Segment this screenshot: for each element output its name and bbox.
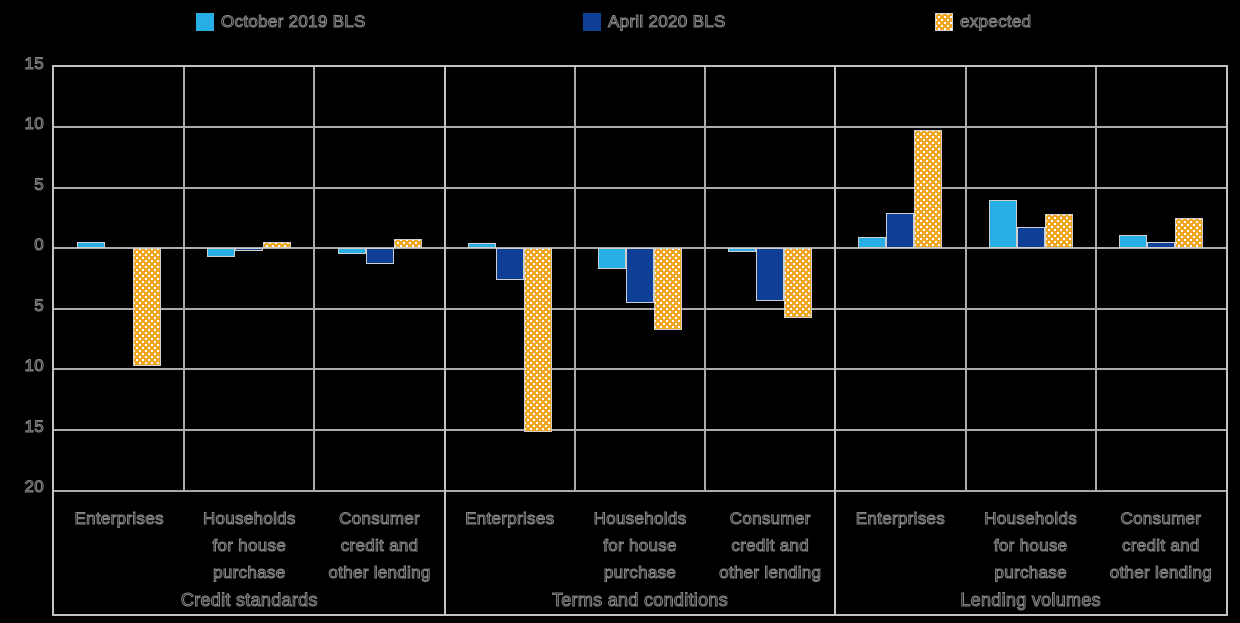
y-axis-tick: 15 <box>24 54 44 74</box>
x-axis-panel: Enterprises Households for house purchase Co… <box>835 492 1226 614</box>
bar-credit-standards-households-house-purchase-expected <box>263 242 292 249</box>
bar-chart: Enterprises Households for house purchase Co… <box>52 65 1228 616</box>
gridline <box>54 428 1226 431</box>
category-separator <box>573 67 576 490</box>
bar-terms-and-conditions-consumer-credit-apr-2020-bls <box>756 248 785 302</box>
y-axis-tick: 5 <box>34 174 44 194</box>
x-axis-category-label: Enterprises <box>54 505 184 532</box>
bar-lending-volumes-consumer-credit-oct-2019-bls <box>1118 234 1147 249</box>
x-axis-category-label: Consumer credit and other lending <box>314 505 444 586</box>
legend-label-apr-2020-bls: April 2020 BLS <box>608 12 726 31</box>
x-axis-category-label-line: for house <box>993 536 1068 556</box>
x-axis-category-label-line: other lending <box>328 563 431 583</box>
x-axis-labels: Enterprises Households for house purchase Co… <box>54 492 1226 614</box>
x-axis-category-label: Enterprises <box>445 505 575 532</box>
gridline <box>54 186 1226 189</box>
panel-separator <box>834 67 837 614</box>
category-separator <box>704 67 707 490</box>
legend-swatch-oct-2019-bls <box>196 13 214 31</box>
bar-credit-standards-enterprises-expected <box>133 248 162 366</box>
legend-label-oct-2019-bls: October 2019 BLS <box>221 12 366 31</box>
legend-swatch-apr-2020-bls <box>583 13 601 31</box>
y-axis-tick: 10 <box>24 114 44 134</box>
x-axis-category-label-line: Consumer <box>729 509 811 529</box>
panel-separator <box>443 67 446 614</box>
bar-credit-standards-households-house-purchase-oct-2019-bls <box>207 248 236 257</box>
legend-label-expected: expected <box>959 12 1032 31</box>
x-axis-category-label-line: credit and <box>1122 536 1200 556</box>
bar-terms-and-conditions-consumer-credit-expected <box>784 248 813 319</box>
x-axis-category-label: Households for house purchase <box>966 505 1096 586</box>
category-separator <box>1094 67 1097 490</box>
bar-terms-and-conditions-consumer-credit-oct-2019-bls <box>728 248 757 252</box>
x-axis-category-label-line: other lending <box>719 563 822 583</box>
x-axis-category-label-line: other lending <box>1109 563 1212 583</box>
x-axis-category-label: Enterprises <box>835 505 965 532</box>
gridline <box>54 368 1226 371</box>
x-axis-category-label-line: Households <box>593 509 687 529</box>
x-axis-category-label-line: Enterprises <box>74 509 164 529</box>
x-axis-panel: Enterprises Households for house purchase Co… <box>54 492 445 614</box>
x-axis-category-label-line: credit and <box>731 536 810 556</box>
bar-credit-standards-consumer-credit-expected <box>393 238 422 249</box>
x-axis-category-label-line: credit and <box>340 536 419 556</box>
bar-lending-volumes-households-house-purchase-apr-2020-bls <box>1016 226 1045 249</box>
x-axis-category-label: Households for house purchase <box>575 505 705 586</box>
bar-terms-and-conditions-enterprises-expected <box>523 248 552 432</box>
gridline <box>54 307 1226 310</box>
y-axis-tick: 20 <box>24 477 44 497</box>
plot-area <box>54 67 1226 492</box>
category-separator <box>313 67 316 490</box>
bar-credit-standards-consumer-credit-oct-2019-bls <box>337 248 366 255</box>
category-separator <box>183 67 186 490</box>
bar-terms-and-conditions-enterprises-oct-2019-bls <box>467 243 496 249</box>
bar-terms-and-conditions-enterprises-apr-2020-bls <box>495 248 524 280</box>
bar-lending-volumes-consumer-credit-apr-2020-bls <box>1146 242 1175 249</box>
legend-item-apr-2020-bls: April 2020 BLS <box>583 12 726 31</box>
x-axis-category-label-line: purchase <box>213 563 286 583</box>
category-separator <box>964 67 967 490</box>
x-axis-category-label-line: for house <box>603 536 677 556</box>
x-axis-category-label-line: purchase <box>603 563 677 583</box>
x-axis-category-label-line: Consumer <box>1120 509 1202 529</box>
x-axis-group-label: Terms and conditions <box>551 590 729 611</box>
bar-terms-and-conditions-households-house-purchase-apr-2020-bls <box>626 248 654 303</box>
bar-lending-volumes-enterprises-apr-2020-bls <box>886 213 915 249</box>
x-axis-category-label-line: Enterprises <box>465 509 555 529</box>
y-axis-tick: 5 <box>34 295 44 315</box>
x-axis-category-label: Consumer credit and other lending <box>705 505 835 586</box>
gridline <box>54 126 1226 129</box>
bar-credit-standards-households-house-purchase-apr-2020-bls <box>235 248 264 251</box>
x-axis-category-label: Households for house purchase <box>184 505 314 586</box>
bar-credit-standards-consumer-credit-apr-2020-bls <box>365 248 394 264</box>
x-axis-category-label-line: Households <box>202 509 296 529</box>
bar-lending-volumes-households-house-purchase-expected <box>1044 214 1073 249</box>
x-axis-group-label: Lending volumes <box>960 590 1101 611</box>
x-axis-category-label-line: for house <box>212 536 287 556</box>
bar-lending-volumes-households-house-purchase-oct-2019-bls <box>988 199 1017 249</box>
x-axis-category-label-line: Consumer <box>339 509 421 529</box>
x-axis-panel: Enterprises Households for house purchase Co… <box>445 492 836 614</box>
x-axis-group-label: Credit standards <box>180 590 318 611</box>
bar-lending-volumes-enterprises-expected <box>914 129 943 249</box>
bar-terms-and-conditions-households-house-purchase-oct-2019-bls <box>598 248 626 269</box>
y-axis-tick: 15 <box>24 416 44 436</box>
y-axis-tick: 0 <box>34 235 44 255</box>
bar-lending-volumes-enterprises-oct-2019-bls <box>858 237 887 249</box>
x-axis-category-label-line: Households <box>984 509 1078 529</box>
legend-item-oct-2019-bls: October 2019 BLS <box>196 12 366 31</box>
y-axis-tick: 10 <box>24 356 44 376</box>
bar-terms-and-conditions-households-house-purchase-expected <box>654 248 682 331</box>
bar-lending-volumes-consumer-credit-expected <box>1174 218 1203 249</box>
x-axis-category-label-line: Enterprises <box>855 509 946 529</box>
legend-item-expected: expected <box>935 12 1032 31</box>
x-axis-category-label-line: purchase <box>994 563 1067 583</box>
legend-swatch-expected <box>935 13 953 31</box>
bar-credit-standards-enterprises-oct-2019-bls <box>77 242 106 249</box>
x-axis-category-label: Consumer credit and other lending <box>1096 505 1226 586</box>
